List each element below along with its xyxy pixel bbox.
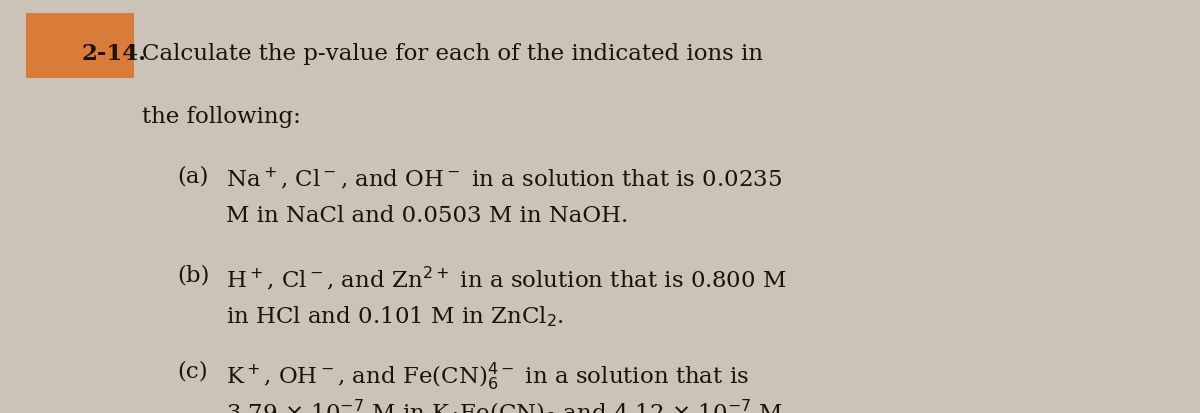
Text: (a): (a) (178, 165, 209, 187)
Text: K$^+$, OH$^-$, and Fe(CN)$_6^{4-}$ in a solution that is: K$^+$, OH$^-$, and Fe(CN)$_6^{4-}$ in a … (226, 359, 749, 391)
Text: 2-14.: 2-14. (82, 43, 146, 65)
Text: Na$^+$, Cl$^-$, and OH$^-$ in a solution that is 0.0235: Na$^+$, Cl$^-$, and OH$^-$ in a solution… (226, 165, 782, 191)
Text: the following:: the following: (142, 105, 300, 127)
FancyBboxPatch shape (26, 14, 134, 78)
Text: 3.79 $\times$ 10$^{-7}$ M in K$_4$Fe(CN)$_6$ and 4.12 $\times$ 10$^{-7}$ M: 3.79 $\times$ 10$^{-7}$ M in K$_4$Fe(CN)… (226, 396, 782, 413)
Text: Calculate the p-value for each of the indicated ions in: Calculate the p-value for each of the in… (142, 43, 763, 65)
Text: M in NaCl and 0.0503 M in NaOH.: M in NaCl and 0.0503 M in NaOH. (226, 204, 628, 226)
Text: (c): (c) (178, 359, 209, 381)
Text: H$^+$, Cl$^-$, and Zn$^{2+}$ in a solution that is 0.800 M: H$^+$, Cl$^-$, and Zn$^{2+}$ in a soluti… (226, 264, 786, 292)
Text: in HCl and 0.101 M in ZnCl$_2$.: in HCl and 0.101 M in ZnCl$_2$. (226, 304, 564, 328)
Text: (b): (b) (178, 264, 210, 286)
